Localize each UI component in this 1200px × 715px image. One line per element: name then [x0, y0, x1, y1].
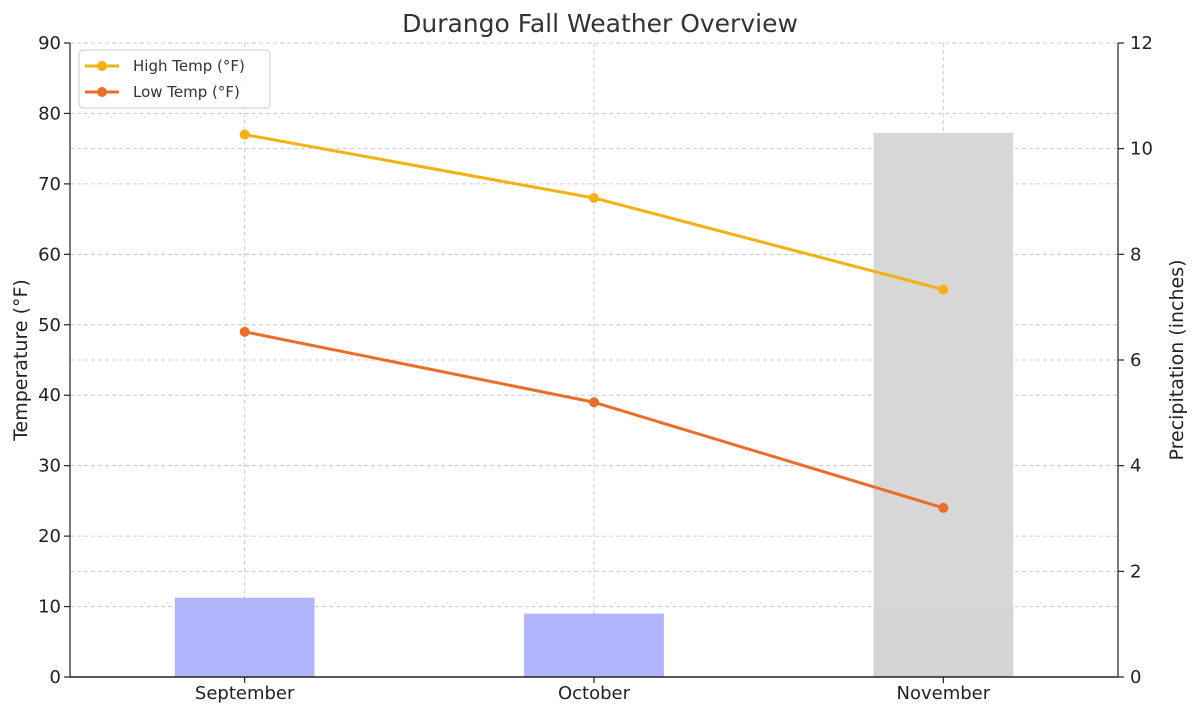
y-left-tick-label: 80 — [38, 103, 61, 124]
legend: High Temp (°F) Low Temp (°F) — [78, 49, 271, 109]
y-right-tick-label: 12 — [1130, 33, 1153, 54]
precipitation-bar — [174, 597, 315, 677]
y-left-tick-label: 70 — [38, 174, 61, 195]
legend-swatch-marker — [97, 61, 107, 71]
high-temp-point — [589, 192, 599, 203]
legend-swatch-marker — [97, 87, 107, 97]
y-left-tick-label: 0 — [50, 667, 61, 688]
y-right-tick-label: 10 — [1130, 139, 1153, 160]
y-right-tick-label: 0 — [1130, 667, 1141, 688]
y-right-tick-label: 8 — [1130, 244, 1141, 265]
legend-box — [78, 49, 271, 109]
x-tick-label: November — [897, 683, 991, 704]
y-left-tick-label: 10 — [38, 597, 61, 618]
legend-label: Low Temp (°F) — [133, 83, 240, 101]
low-temp-point — [589, 397, 599, 408]
y-left-tick-label: 50 — [38, 315, 61, 336]
temperature-lines — [239, 129, 949, 513]
y-right-tick-label: 4 — [1130, 456, 1141, 477]
y-right-axis-title: Precipitation (inches) — [1166, 259, 1188, 460]
y-left-tick-label: 60 — [38, 244, 61, 265]
y-left-tick-label: 20 — [38, 526, 61, 547]
axes: 0 10 20 30 40 50 60 70 80 90 0 2 4 6 8 10 12 September Oct… — [10, 33, 1188, 704]
y-left-tick-label: 90 — [38, 33, 61, 54]
precipitation-bars — [174, 132, 1014, 678]
low-temp-point — [938, 502, 949, 513]
precipitation-bar — [524, 613, 664, 677]
y-left-axis-title: Temperature (°F) — [10, 279, 32, 442]
x-tick-label: October — [558, 683, 631, 704]
high-temp-point — [239, 129, 250, 140]
y-right-tick-label: 6 — [1130, 350, 1141, 371]
y-left-tick-label: 30 — [38, 456, 61, 477]
low-temp-point — [239, 326, 250, 337]
legend-label: High Temp (°F) — [133, 57, 245, 75]
high-temp-point — [938, 284, 949, 295]
y-right-tick-label: 2 — [1130, 561, 1141, 582]
precipitation-bar — [873, 132, 1014, 678]
chart-title: Durango Fall Weather Overview — [402, 9, 798, 38]
x-tick-label: September — [195, 683, 295, 704]
y-left-tick-label: 40 — [38, 385, 61, 406]
